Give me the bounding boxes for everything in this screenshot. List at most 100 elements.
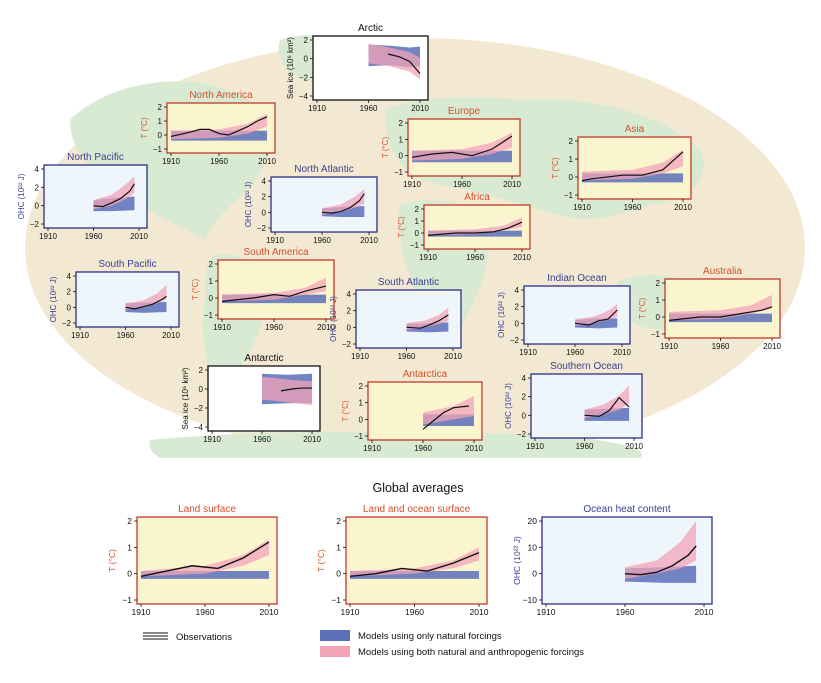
x-tick-label: 1910: [203, 435, 221, 444]
panel-title: Southern Ocean: [550, 361, 623, 372]
y-tick-label: 1: [656, 296, 661, 305]
y-tick-label: −1: [204, 311, 214, 320]
observations-line: [349, 551, 480, 577]
y-tick-label: 2: [199, 366, 204, 375]
panel-title: Land surface: [178, 504, 236, 515]
x-tick-label: 1910: [162, 157, 180, 166]
x-tick-label: 1960: [117, 331, 135, 340]
y-tick-label: 2: [67, 288, 72, 297]
y-tick-label: 2: [35, 183, 40, 192]
anthropogenic-forcing-band: [406, 307, 449, 330]
y-tick-label: 0: [569, 173, 574, 182]
x-tick-label: 2010: [763, 342, 781, 351]
panel-south-atlantic: South Atlantic 4 2 0 −2 1910 1960 2010 OHC (10²²…: [329, 277, 462, 361]
observations-line: [668, 306, 773, 321]
x-tick-label: 1910: [419, 253, 437, 262]
x-tick-label: 1960: [616, 607, 635, 617]
y-tick-label: 1: [569, 155, 574, 164]
observations-line: [221, 285, 327, 302]
x-tick-label: 1910: [71, 331, 89, 340]
y-tick-label: 2: [336, 516, 341, 526]
anthropogenic-forcing-band: [262, 376, 312, 406]
y-tick-label: 0: [399, 152, 404, 161]
panel-title: North Pacific: [67, 152, 124, 163]
y-axis-label: T (°C): [551, 157, 560, 179]
x-tick-label: 1960: [566, 348, 584, 357]
x-tick-label: 1910: [660, 342, 678, 351]
x-tick-label: 1960: [453, 180, 471, 189]
panel-title: Europe: [448, 106, 481, 117]
y-tick-label: 0: [209, 294, 214, 303]
y-axis-label: T (°C): [397, 216, 406, 238]
x-tick-label: 2010: [444, 352, 462, 361]
y-tick-label: −1: [122, 595, 132, 605]
y-tick-label: −2: [342, 340, 352, 349]
y-tick-label: 20: [528, 516, 538, 526]
y-tick-label: −1: [354, 432, 364, 441]
observations-line: [427, 221, 523, 236]
x-tick-label: 1910: [266, 236, 284, 245]
observations-line: [422, 405, 469, 430]
y-tick-label: −2: [510, 336, 520, 345]
x-tick-label: 2010: [503, 180, 521, 189]
y-tick-label: −1: [564, 191, 574, 200]
x-tick-label: 1910: [537, 607, 556, 617]
y-tick-label: 2: [399, 119, 404, 128]
panel-title: South America: [243, 247, 308, 258]
x-tick-label: 2010: [258, 157, 276, 166]
observations-line: [387, 53, 421, 74]
panel-indian-ocean: Indian Ocean 4 2 0 −2 1910 1960 2010 OHC (10²² J…: [497, 273, 631, 357]
y-tick-label: 2: [304, 36, 309, 45]
y-tick-label: 0: [158, 131, 163, 140]
observations-line: [321, 193, 365, 214]
y-axis-label: Sea ice (10⁶ km²): [181, 367, 190, 429]
y-axis-label: OHC (10²² J): [17, 173, 26, 219]
panel-title: Antarctic: [245, 353, 284, 364]
panel-arctic: Arctic 2 0 −2 −4 1910 1960 2010 Sea ice (10⁶ km²…: [286, 23, 429, 113]
anthropogenic-forcing-band: [669, 294, 772, 321]
legend-observations-swatch: [143, 632, 168, 640]
legend: Observations Models using only natural f…: [143, 630, 584, 658]
y-tick-label: 0: [656, 313, 661, 322]
y-axis-label: OHC (10²² J): [512, 536, 522, 585]
y-tick-label: 10: [528, 542, 538, 552]
y-axis-label: OHC (10²² J): [329, 296, 338, 342]
y-axis-label: T (°C): [316, 549, 326, 572]
y-tick-label: 0: [532, 569, 537, 579]
y-tick-label: 0: [415, 229, 420, 238]
y-tick-label: 2: [347, 307, 352, 316]
observations-line: [125, 295, 167, 310]
x-tick-label: 2010: [317, 323, 335, 332]
panel-south-america: South America 2 1 0 −1 1910 1960 2010 T (°C): [191, 247, 335, 332]
x-tick-label: 2010: [695, 607, 714, 617]
y-tick-label: 0: [304, 55, 309, 64]
x-tick-label: 1910: [308, 104, 326, 113]
x-tick-label: 1960: [576, 442, 594, 451]
y-tick-label: 1: [415, 217, 420, 226]
observations-line: [93, 183, 135, 208]
panel-title: Antarctica: [403, 369, 448, 380]
y-tick-label: 4: [347, 290, 352, 299]
y-tick-label: 0: [359, 415, 364, 424]
y-tick-label: −1: [410, 241, 420, 250]
y-tick-label: −1: [153, 145, 163, 154]
y-axis-label: OHC (10²² J): [49, 276, 58, 322]
y-axis-label: T (°C): [140, 117, 149, 139]
y-axis-label: T (°C): [381, 137, 390, 159]
y-tick-label: 2: [415, 205, 420, 214]
y-tick-label: 2: [515, 303, 520, 312]
x-tick-label: 1910: [526, 442, 544, 451]
y-tick-label: 4: [67, 272, 72, 281]
x-tick-label: 1910: [519, 348, 537, 357]
observations-line: [624, 545, 697, 576]
x-tick-label: 1960: [360, 104, 378, 113]
panel-africa: Africa 2 1 0 −1 1910 1960 2010 T (°C): [397, 192, 531, 262]
y-axis-label: Sea ice (10⁶ km²): [286, 37, 295, 99]
x-tick-label: 2010: [260, 607, 279, 617]
anthropogenic-forcing-band: [575, 304, 618, 326]
x-tick-label: 1910: [213, 323, 231, 332]
x-tick-label: 1960: [313, 236, 331, 245]
